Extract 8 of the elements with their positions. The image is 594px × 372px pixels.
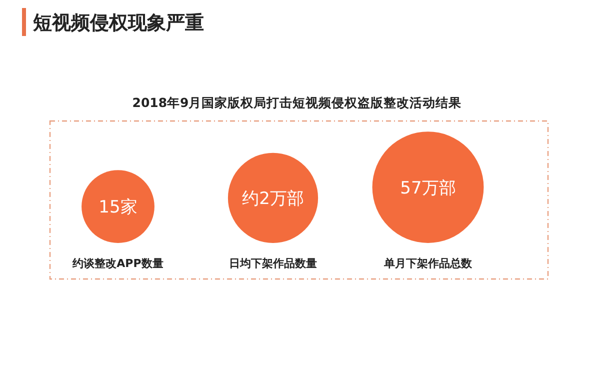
text: 短视频侵权现象严重: [32, 12, 204, 34]
data-label: 57万部: [400, 178, 456, 198]
category-label: 单月下架作品总数: [383, 257, 473, 270]
category-label: 约谈整改APP数量: [72, 257, 164, 270]
text: 2018年9月国家版权局打击短视频侵权盗版整改活动结果: [132, 95, 463, 110]
category-label: 日均下架作品数量: [229, 257, 317, 270]
data-label: 15家: [98, 198, 138, 218]
data-label: 约2万部: [242, 188, 304, 209]
